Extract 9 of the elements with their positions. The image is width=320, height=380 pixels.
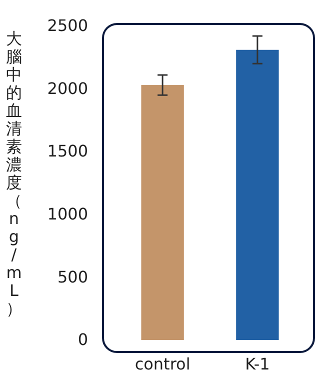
y-tick-label: 1500 xyxy=(47,142,88,161)
y-tick-label: 500 xyxy=(57,267,88,286)
y-tick-label: 0 xyxy=(78,330,88,350)
x-tick-label: K-1 xyxy=(245,354,270,374)
y-tick-label: 1000 xyxy=(47,204,88,224)
y-tick-label: 2500 xyxy=(47,16,88,36)
x-tick-label: control xyxy=(134,354,190,374)
y-tick-label: 2000 xyxy=(47,78,88,98)
text: 大腦中的血清素濃度（ng/mL） xyxy=(6,29,22,318)
